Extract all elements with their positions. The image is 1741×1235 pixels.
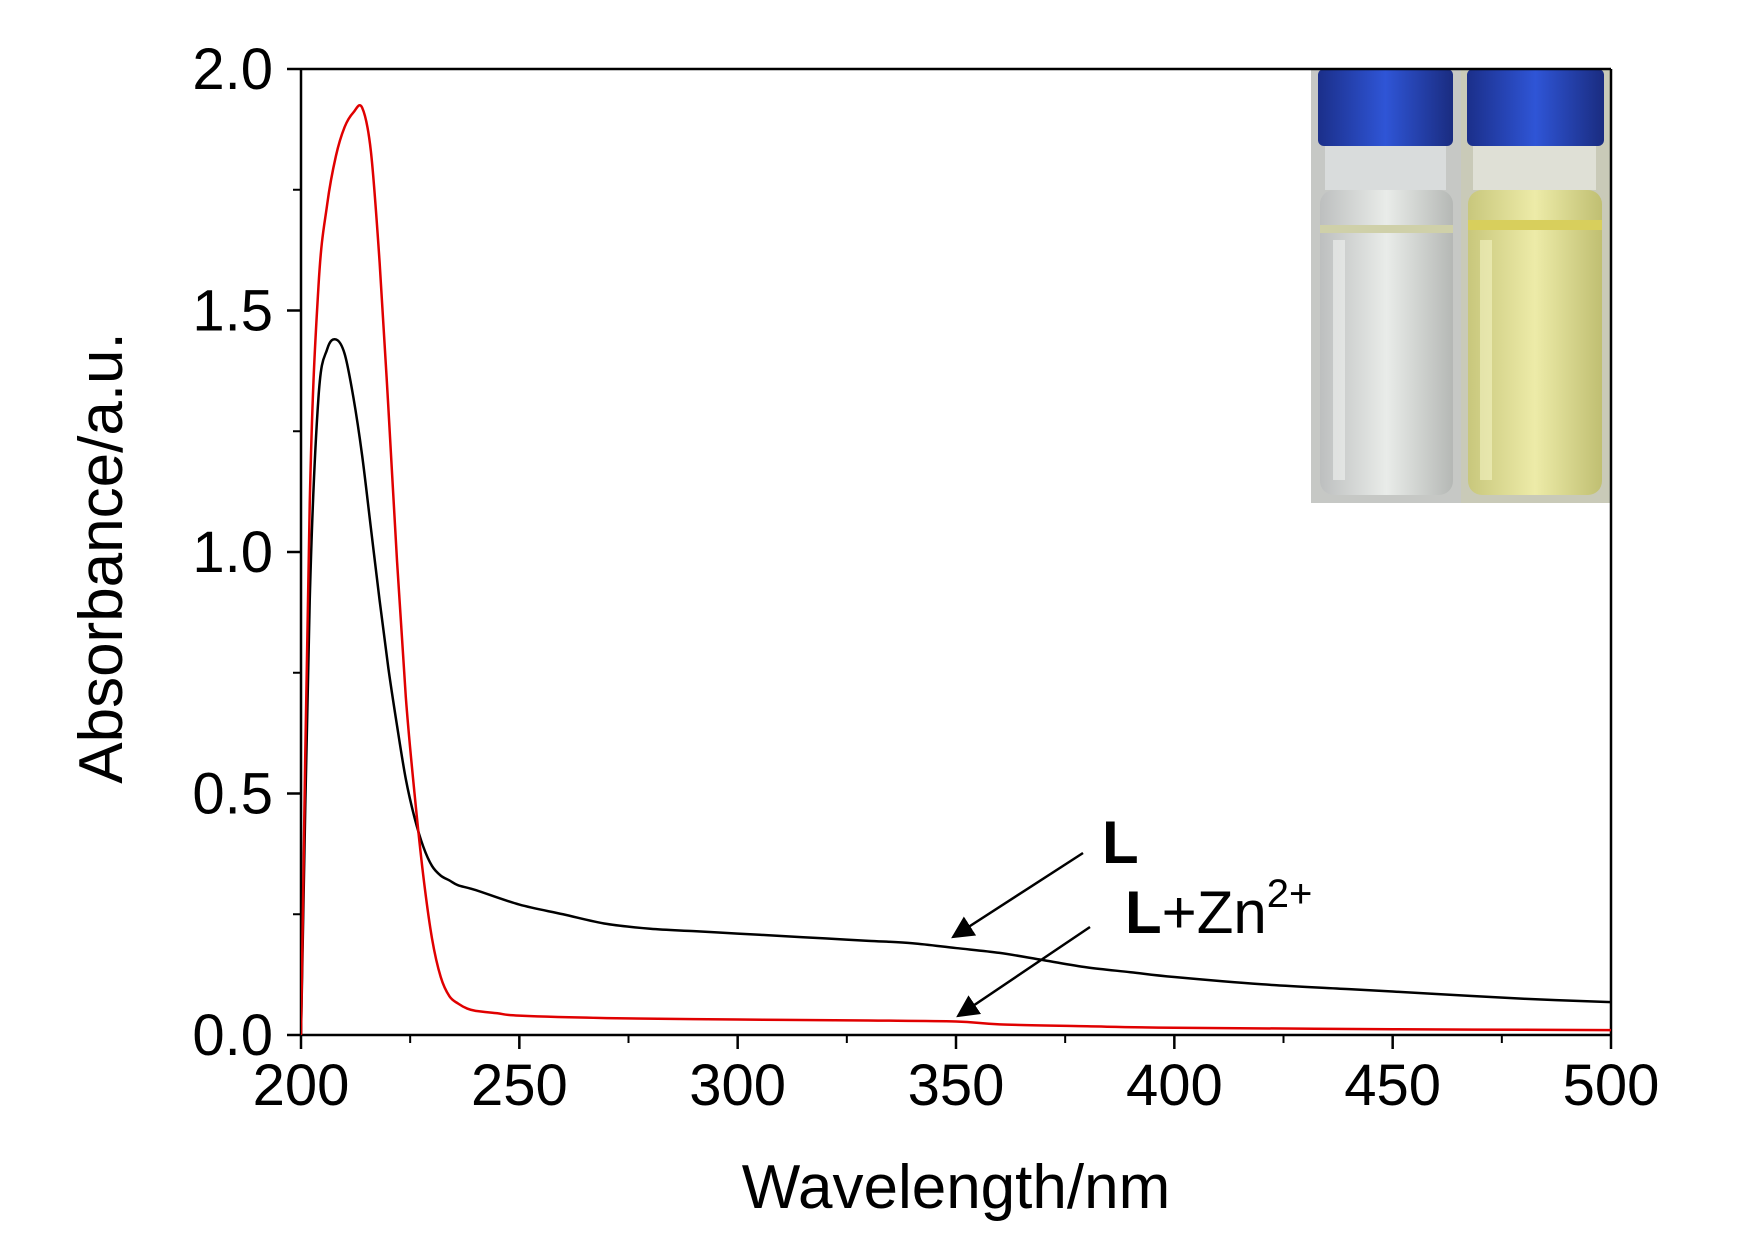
x-tick-label: 350 — [908, 1053, 1005, 1118]
y-tick-label: 2.0 — [192, 37, 273, 102]
annotations: L L+Zn2+ — [951, 809, 1312, 1018]
annotation-label-l-zn-bold: L — [1125, 879, 1162, 946]
y-axis-ticks — [287, 67, 301, 1037]
x-tick-label: 300 — [689, 1053, 786, 1118]
x-tick-label: 500 — [1563, 1053, 1660, 1118]
x-axis-tick-labels: 200 250 300 350 400 450 500 — [253, 1053, 1660, 1118]
x-axis-ticks — [299, 1035, 1613, 1049]
x-tick-label: 250 — [471, 1053, 568, 1118]
inset-vial-photo — [1311, 69, 1611, 503]
y-axis-tick-labels: 0.0 0.5 1.0 1.5 2.0 — [192, 37, 273, 1068]
x-axis-label: Wavelength/nm — [742, 1153, 1170, 1222]
annotation-label-l-zn-sup: 2+ — [1267, 872, 1313, 916]
annotation-label-l-zn-rest: +Zn — [1162, 879, 1267, 946]
y-tick-label: 0.5 — [192, 762, 273, 827]
annotation-label-l: L — [1102, 809, 1139, 876]
x-tick-label: 200 — [253, 1053, 350, 1118]
x-tick-label: 400 — [1126, 1053, 1223, 1118]
x-tick-label: 450 — [1344, 1053, 1441, 1118]
annotation-arrow-l-zn — [956, 925, 1091, 1018]
annotation-arrow-l — [951, 851, 1084, 939]
y-axis-label: Absorbance/a.u. — [67, 332, 136, 784]
series-layer — [301, 103, 1611, 1035]
annotation-label-l-zn: L+Zn2+ — [1125, 872, 1312, 946]
y-tick-label: 0.0 — [192, 1003, 273, 1068]
series-line-l — [301, 338, 1611, 1035]
y-tick-label: 1.0 — [192, 520, 273, 585]
y-tick-label: 1.5 — [192, 279, 273, 344]
series-line-l-zn — [301, 103, 1611, 1035]
